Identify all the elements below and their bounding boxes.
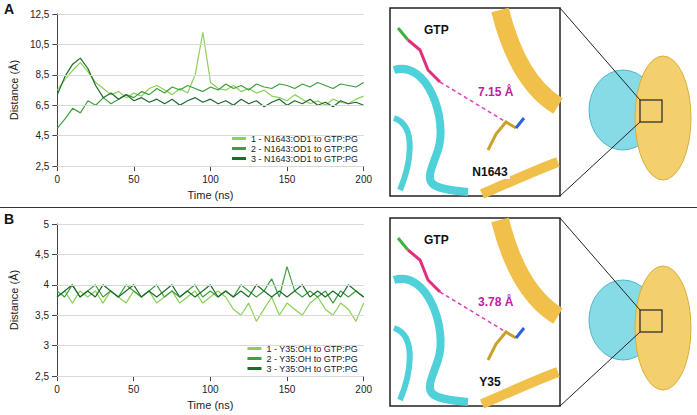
svg-text:Time (ns): Time (ns): [187, 189, 233, 201]
svg-text:GTP: GTP: [424, 233, 449, 247]
svg-text:200: 200: [355, 174, 372, 185]
svg-text:4: 4: [43, 279, 49, 290]
svg-text:3: 3: [43, 340, 49, 351]
svg-text:0: 0: [55, 174, 61, 185]
svg-text:100: 100: [202, 174, 219, 185]
svg-text:3 - N1643:OD1 to GTP:PG: 3 - N1643:OD1 to GTP:PG: [251, 154, 358, 164]
svg-text:7.15 Å: 7.15 Å: [478, 84, 514, 99]
svg-text:8,5: 8,5: [35, 69, 49, 80]
svg-text:200: 200: [355, 384, 372, 395]
svg-text:5: 5: [43, 219, 49, 230]
svg-text:2,5: 2,5: [35, 161, 49, 172]
svg-text:100: 100: [202, 384, 219, 395]
svg-text:2 - Y35:OH to GTP:PG: 2 - Y35:OH to GTP:PG: [266, 354, 357, 364]
svg-text:10,5: 10,5: [30, 39, 50, 50]
svg-text:150: 150: [279, 384, 296, 395]
svg-text:GTP: GTP: [424, 23, 449, 37]
svg-text:2,5: 2,5: [35, 371, 49, 382]
svg-text:4,5: 4,5: [35, 130, 49, 141]
svg-text:50: 50: [128, 384, 140, 395]
svg-text:3.78 Å: 3.78 Å: [478, 294, 514, 309]
svg-text:Y35: Y35: [479, 375, 501, 389]
svg-text:4,5: 4,5: [35, 249, 49, 260]
svg-text:3,5: 3,5: [35, 310, 49, 321]
svg-text:2 - N1643:OD1 to GTP:PG: 2 - N1643:OD1 to GTP:PG: [251, 144, 358, 154]
svg-text:3 - Y35:OH to GTP:PG: 3 - Y35:OH to GTP:PG: [266, 364, 357, 374]
svg-text:12,5: 12,5: [30, 9, 50, 20]
svg-text:Distance (Å): Distance (Å): [8, 60, 20, 121]
html-text:B: B: [4, 211, 15, 227]
svg-text:N1643: N1643: [472, 165, 508, 179]
svg-text:Time (ns): Time (ns): [187, 399, 233, 411]
svg-text:150: 150: [279, 174, 296, 185]
svg-text:6,5: 6,5: [35, 100, 49, 111]
svg-text:1 - Y35:OH to GTP:PG: 1 - Y35:OH to GTP:PG: [266, 343, 358, 354]
svg-text:0: 0: [54, 384, 60, 395]
svg-text:1 - N1643:OD1 to GTP:PG: 1 - N1643:OD1 to GTP:PG: [251, 133, 358, 144]
html-text:A: A: [4, 1, 15, 17]
svg-text:50: 50: [128, 174, 140, 185]
svg-text:Distance (Å): Distance (Å): [8, 270, 20, 331]
